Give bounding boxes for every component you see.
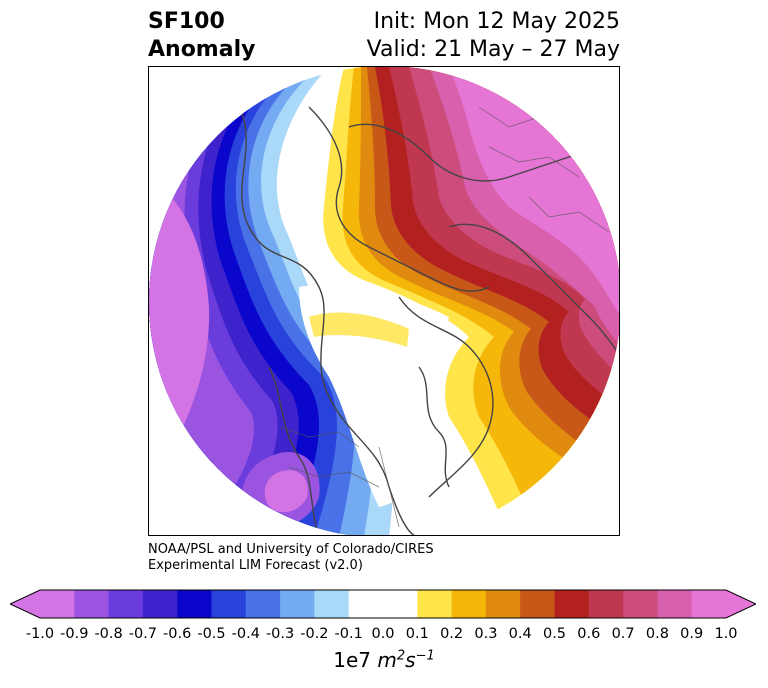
colorbar-swatch xyxy=(588,590,624,618)
title-right: Init: Mon 12 May 2025 Valid: 21 May – 27… xyxy=(367,8,620,64)
anomaly-map xyxy=(149,67,619,535)
colorbar-swatch xyxy=(40,590,75,618)
credit-line-1: NOAA/PSL and University of Colorado/CIRE… xyxy=(148,542,434,557)
colorbar-swatch xyxy=(211,590,247,618)
colorbar-tick-label: 0.6 xyxy=(577,626,601,642)
colorbar-ticks: -1.0 -0.9 -0.8 -0.7 -0.6 -0.5 -0.4 -0.3 -0.2 -0.1… xyxy=(0,626,768,644)
units-m: m xyxy=(377,648,397,672)
colorbar-tick-label: 0.2 xyxy=(440,626,464,642)
colorbar-tick-label: -0.7 xyxy=(128,626,158,642)
colorbar-swatch xyxy=(451,590,487,618)
colorbar-tick-label: 1.0 xyxy=(714,626,738,642)
title-left: SF100 Anomaly xyxy=(148,8,255,64)
colorbar-swatch xyxy=(485,590,521,618)
colorbar-tick-label: -0.6 xyxy=(163,626,192,642)
title-type: Anomaly xyxy=(148,37,256,62)
colorbar-tick-label: -0.4 xyxy=(231,626,260,642)
colorbar-tick-label: -0.5 xyxy=(197,626,226,642)
units-m-exp: 2 xyxy=(396,648,406,664)
colorbar-tick-label: 0.3 xyxy=(474,626,498,642)
colorbar-swatch xyxy=(657,590,693,618)
colorbar-tick-label: -1.0 xyxy=(25,626,55,642)
colorbar-swatch xyxy=(348,590,384,618)
colorbar-swatch xyxy=(177,590,212,618)
colorbar-swatch xyxy=(383,590,418,618)
colorbar-swatch xyxy=(314,590,350,618)
colorbar-tick-label: 0.8 xyxy=(645,626,669,642)
colorbar-tick-label: -0.1 xyxy=(334,626,363,642)
map-frame xyxy=(148,66,620,536)
units-base: 1e7 xyxy=(333,648,378,672)
colorbar-swatch xyxy=(691,590,727,618)
title-field: SF100 xyxy=(148,9,225,34)
colorbar-swatches xyxy=(40,590,727,618)
borders xyxy=(278,106,610,528)
colorbar-tick-label: 0.7 xyxy=(611,626,635,642)
colorbar-swatch xyxy=(108,590,144,618)
colorbar-tick-label: -0.2 xyxy=(300,626,329,642)
credit: NOAA/PSL and University of Colorado/CIRE… xyxy=(148,542,434,574)
init-date: Init: Mon 12 May 2025 xyxy=(373,9,620,34)
colorbar-tick-label: -0.3 xyxy=(265,626,295,642)
colorbar-swatch xyxy=(245,590,281,618)
credit-line-2: Experimental LIM Forecast (v2.0) xyxy=(148,558,363,573)
colorbar-swatch xyxy=(554,590,590,618)
colorbar-tick-label: 0.1 xyxy=(405,626,429,642)
valid-range: Valid: 21 May – 27 May xyxy=(366,37,620,62)
colorbar-tick-label: 0.0 xyxy=(371,626,395,642)
colorbar-tick-label: -0.8 xyxy=(94,626,123,642)
colorbar xyxy=(10,589,756,619)
colorbar-tick-label: 0.5 xyxy=(542,626,567,642)
map-disc xyxy=(149,67,619,535)
units-s: s xyxy=(405,648,416,672)
units-s-exp: −1 xyxy=(415,648,435,664)
colorbar-swatch xyxy=(417,590,453,618)
colorbar-swatch xyxy=(280,590,315,618)
colorbar-tick-label: 0.4 xyxy=(508,626,532,642)
colorbar-swatch xyxy=(74,590,110,618)
colorbar-swatch xyxy=(520,590,555,618)
colorbar-tick-label: 0.9 xyxy=(680,626,704,642)
colorbar-units: 1e7 m2s−1 xyxy=(0,648,768,672)
colorbar-min-extend xyxy=(10,590,40,618)
colorbar-swatch xyxy=(623,590,658,618)
colorbar-max-extend xyxy=(726,590,756,618)
colorbar-swatch xyxy=(142,590,178,618)
colorbar-tick-label: -0.9 xyxy=(60,626,89,642)
